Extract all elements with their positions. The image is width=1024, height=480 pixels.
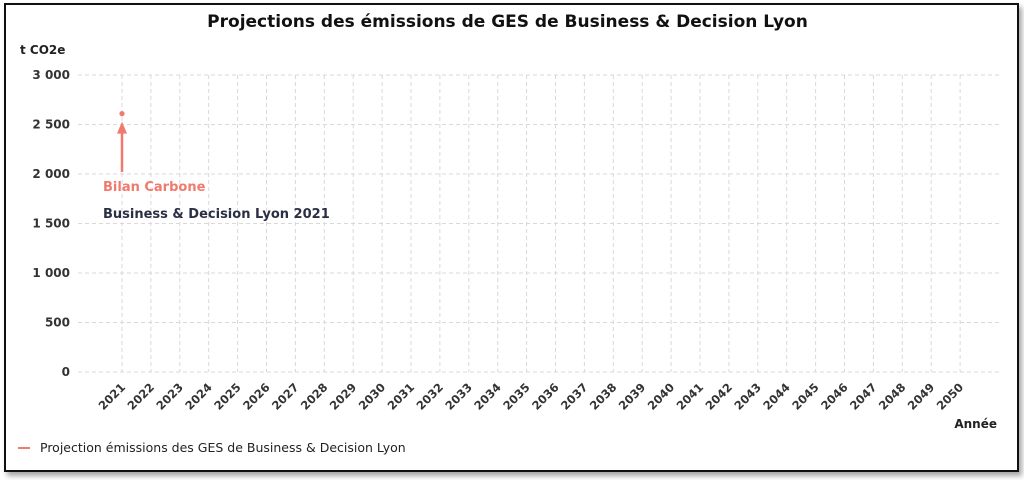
x-tick-label: 2038: [587, 380, 620, 413]
y-tick-label: 1 000: [32, 266, 70, 280]
x-tick-label: 2023: [153, 380, 186, 413]
chart-title: Projections des émissions de GES de Busi…: [207, 12, 808, 32]
x-tick-label: 2042: [702, 380, 735, 413]
x-tick-label: 2022: [124, 380, 157, 413]
x-tick-label: 2032: [413, 380, 446, 413]
data-point[interactable]: [119, 111, 125, 117]
x-tick-label: 2028: [298, 380, 331, 413]
y-tick-label: 0: [62, 365, 70, 379]
y-tick-label: 3 000: [32, 68, 70, 82]
x-tick-label: 2043: [731, 380, 764, 413]
grid-lines: [78, 74, 1002, 373]
annotation-arrow-head: [117, 121, 127, 134]
y-tick-label: 2 000: [32, 167, 70, 181]
legend-swatch: [18, 446, 30, 449]
x-tick-label: 2035: [500, 380, 533, 413]
x-tick-label: 2033: [442, 380, 475, 413]
x-tick-label: 2026: [240, 380, 273, 413]
chart-frame: [4, 3, 1019, 472]
legend: Projection émissions des GES de Business…: [18, 440, 406, 455]
y-tick-label: 2 500: [32, 118, 70, 132]
x-tick-label: 2031: [385, 380, 418, 413]
x-tick-label: 2027: [269, 380, 302, 413]
x-tick-label: 2034: [471, 380, 504, 413]
x-tick-label: 2046: [818, 380, 851, 413]
x-tick-label: 2040: [645, 380, 678, 413]
x-tick-label: 2048: [876, 380, 909, 413]
y-tick-label: 1 500: [32, 217, 70, 231]
annotations: Bilan Carbone Business & Decision Lyon 20…: [103, 121, 330, 222]
y-tick-labels: 0 500 1 000 1 500 2 000 2 500 3 000: [32, 68, 70, 379]
x-tick-label: 2025: [211, 380, 244, 413]
x-tick-label: 2037: [558, 380, 591, 413]
x-tick-labels: 2021202220232024202520262027202820292030…: [96, 380, 967, 413]
x-tick-label: 2036: [529, 380, 562, 413]
x-axis-label: Année: [954, 417, 997, 431]
x-tick-label: 2021: [96, 380, 129, 413]
y-axis-label: t CO2e: [20, 43, 65, 57]
annotation-bilan-carbone: Bilan Carbone: [103, 180, 206, 195]
data-marks: [119, 111, 125, 117]
x-tick-label: 2045: [789, 380, 822, 413]
x-tick-label: 2050: [934, 380, 967, 413]
legend-label: Projection émissions des GES de Business…: [40, 440, 406, 455]
x-tick-label: 2039: [616, 380, 649, 413]
x-tick-label: 2049: [905, 380, 938, 413]
x-tick-label: 2030: [356, 380, 389, 413]
x-tick-label: 2047: [847, 380, 880, 413]
x-tick-label: 2024: [182, 380, 215, 413]
x-tick-label: 2029: [327, 380, 360, 413]
y-tick-label: 500: [45, 316, 70, 330]
annotation-company-year: Business & Decision Lyon 2021: [103, 207, 330, 222]
x-tick-label: 2041: [674, 380, 707, 413]
x-tick-label: 2044: [760, 380, 793, 413]
